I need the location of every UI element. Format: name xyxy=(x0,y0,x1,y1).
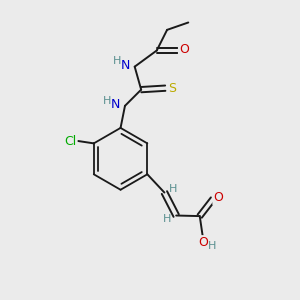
Text: H: H xyxy=(208,242,216,251)
Text: H: H xyxy=(169,184,177,194)
Text: O: O xyxy=(213,191,223,204)
Text: H: H xyxy=(113,56,121,66)
Text: Cl: Cl xyxy=(64,134,76,148)
Text: H: H xyxy=(103,95,111,106)
Text: N: N xyxy=(111,98,120,111)
Text: S: S xyxy=(168,82,176,95)
Text: H: H xyxy=(163,214,172,224)
Text: O: O xyxy=(179,44,189,56)
Text: N: N xyxy=(121,59,130,72)
Text: O: O xyxy=(198,236,208,249)
